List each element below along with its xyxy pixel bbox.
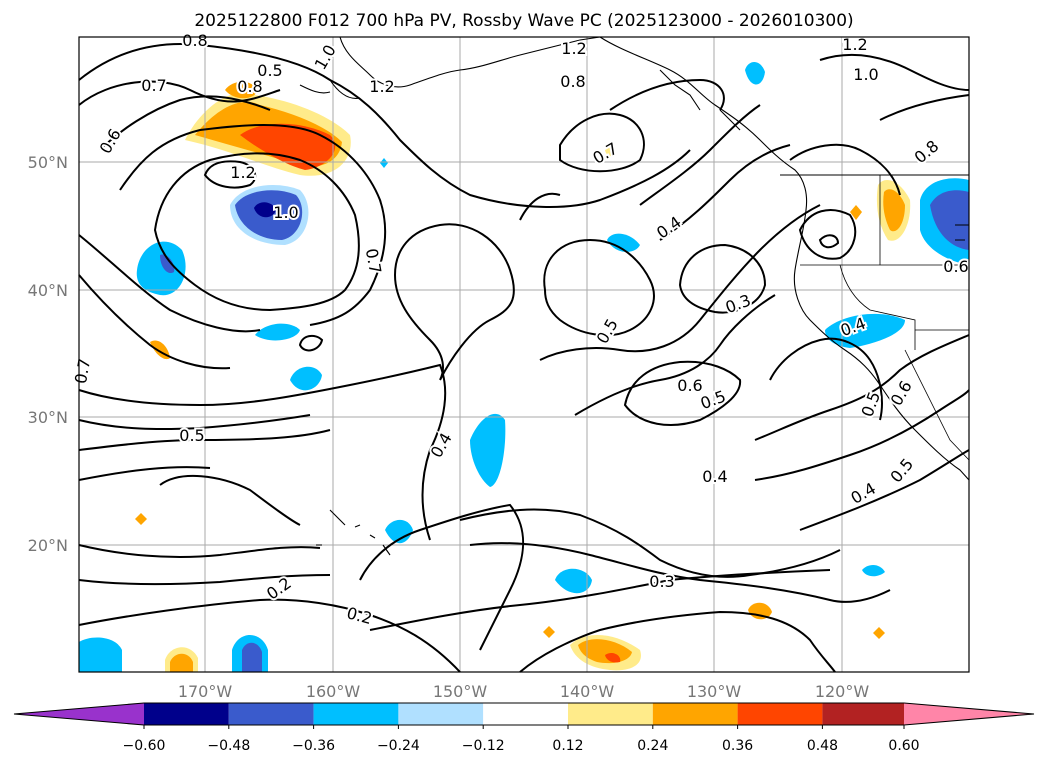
colorbar-segment bbox=[483, 703, 568, 725]
pv-contours bbox=[78, 43, 970, 673]
positive-anomaly-region bbox=[605, 147, 616, 157]
positive-anomaly-region bbox=[605, 652, 621, 663]
lon-label-140w: 140°W bbox=[560, 682, 615, 701]
contour-label: 1.0 bbox=[273, 203, 298, 222]
lat-label-50n: 50°N bbox=[28, 153, 68, 172]
contour-label: 0.6 bbox=[943, 257, 968, 276]
colorbar-extend-left bbox=[14, 703, 144, 725]
negative-anomaly-region bbox=[385, 519, 413, 544]
colorbar-tick-label: −0.12 bbox=[462, 738, 505, 754]
negative-anomaly-region bbox=[555, 568, 592, 594]
colorbar-segment bbox=[144, 703, 229, 725]
colorbar-segment bbox=[822, 703, 904, 725]
contour-label: 0.4 bbox=[702, 467, 727, 486]
lat-label-30n: 30°N bbox=[28, 408, 68, 427]
figure-title: 2025122800 F012 700 hPa PV, Rossby Wave … bbox=[194, 11, 853, 31]
positive-anomaly-region bbox=[850, 205, 862, 220]
contour-label: 1.2 bbox=[369, 77, 394, 96]
lon-label-130w: 130°W bbox=[687, 682, 742, 701]
colorbar-ticks bbox=[143, 725, 905, 729]
colorbar-segment bbox=[568, 703, 653, 725]
contour-label: 1.2 bbox=[842, 35, 867, 54]
colorbar-segment bbox=[652, 703, 738, 725]
colorbar-tick-label: −0.48 bbox=[207, 738, 250, 754]
colorbar bbox=[13, 702, 1035, 726]
colorbar-tick-label: 0.48 bbox=[807, 738, 838, 754]
contour-label: 0.6 bbox=[677, 376, 702, 395]
colorbar-tick-label: −0.60 bbox=[123, 738, 166, 754]
colorbar-segment bbox=[737, 703, 823, 725]
map-frame bbox=[78, 36, 970, 673]
positive-anomaly-region bbox=[135, 513, 147, 525]
contour-label: 0.8 bbox=[237, 77, 262, 96]
negative-anomaly-region bbox=[825, 313, 905, 348]
colorbar-tick-label: −0.24 bbox=[377, 738, 420, 754]
lon-label-170w: 170°W bbox=[178, 682, 233, 701]
lon-label-150w: 150°W bbox=[433, 682, 488, 701]
colorbar-segment bbox=[398, 703, 484, 725]
negative-anomaly-region bbox=[380, 158, 388, 168]
negative-anomaly-region bbox=[254, 202, 276, 218]
contour-label: 0.5 bbox=[179, 426, 204, 445]
longitude-labels: 170°W 160°W 150°W 140°W 130°W 120°W bbox=[178, 682, 870, 701]
negative-anomaly-region bbox=[79, 637, 122, 672]
colorbar-extend-right bbox=[904, 703, 1034, 725]
positive-anomaly-region bbox=[170, 653, 193, 672]
lat-label-40n: 40°N bbox=[28, 281, 68, 300]
negative-anomaly-region bbox=[290, 366, 322, 391]
contour-label: 0.3 bbox=[649, 572, 674, 591]
lat-label-20n: 20°N bbox=[28, 536, 68, 555]
negative-anomaly-region bbox=[745, 62, 765, 85]
negative-anomaly-region bbox=[160, 254, 175, 274]
lon-label-120w: 120°W bbox=[815, 682, 870, 701]
gridlines bbox=[79, 37, 969, 672]
coastlines bbox=[299, 36, 970, 556]
map-panel: 0.8 0.7 0.5 1.0 1.2 1.2 0.8 1.2 1.0 0.6 … bbox=[69, 29, 971, 673]
negative-anomaly-region bbox=[136, 241, 186, 296]
positive-anomaly-region bbox=[873, 627, 885, 639]
negative-anomaly-region bbox=[930, 190, 969, 250]
latitude-labels: 50°N 40°N 30°N 20°N bbox=[28, 153, 68, 555]
colorbar-tick-label: 0.36 bbox=[722, 738, 753, 754]
contour-label: 0.8 bbox=[560, 72, 585, 91]
positive-anomaly-region bbox=[543, 626, 555, 638]
contour-label: 1.0 bbox=[853, 65, 878, 84]
negative-anomaly-region bbox=[255, 323, 300, 341]
contour-label: 1.2 bbox=[230, 163, 255, 182]
contour-label: 0.5 bbox=[257, 61, 282, 80]
negative-anomaly-region bbox=[242, 642, 262, 672]
negative-anomaly-region bbox=[862, 564, 885, 577]
pv-shading bbox=[79, 62, 969, 672]
negative-anomaly-region bbox=[607, 233, 640, 252]
positive-anomaly-region bbox=[883, 189, 905, 232]
contour-label: 0.8 bbox=[182, 31, 207, 50]
positive-anomaly-region bbox=[240, 123, 336, 170]
colorbar-segment bbox=[228, 703, 314, 725]
lon-label-160w: 160°W bbox=[306, 682, 361, 701]
positive-anomaly-region bbox=[225, 81, 258, 99]
negative-anomaly-region bbox=[470, 413, 506, 487]
colorbar-tick-label: −0.36 bbox=[292, 738, 335, 754]
contour-label: 0.7 bbox=[141, 76, 166, 95]
colorbar-tick-label: 0.12 bbox=[552, 738, 583, 754]
colorbar-tick-labels: −0.60 −0.48 −0.36 −0.24 −0.12 0.12 0.24 … bbox=[123, 738, 920, 754]
colorbar-tick-label: 0.24 bbox=[637, 738, 668, 754]
colorbar-segment bbox=[313, 703, 399, 725]
contour-label: 1.2 bbox=[561, 39, 586, 58]
colorbar-tick-label: 0.60 bbox=[888, 738, 919, 754]
